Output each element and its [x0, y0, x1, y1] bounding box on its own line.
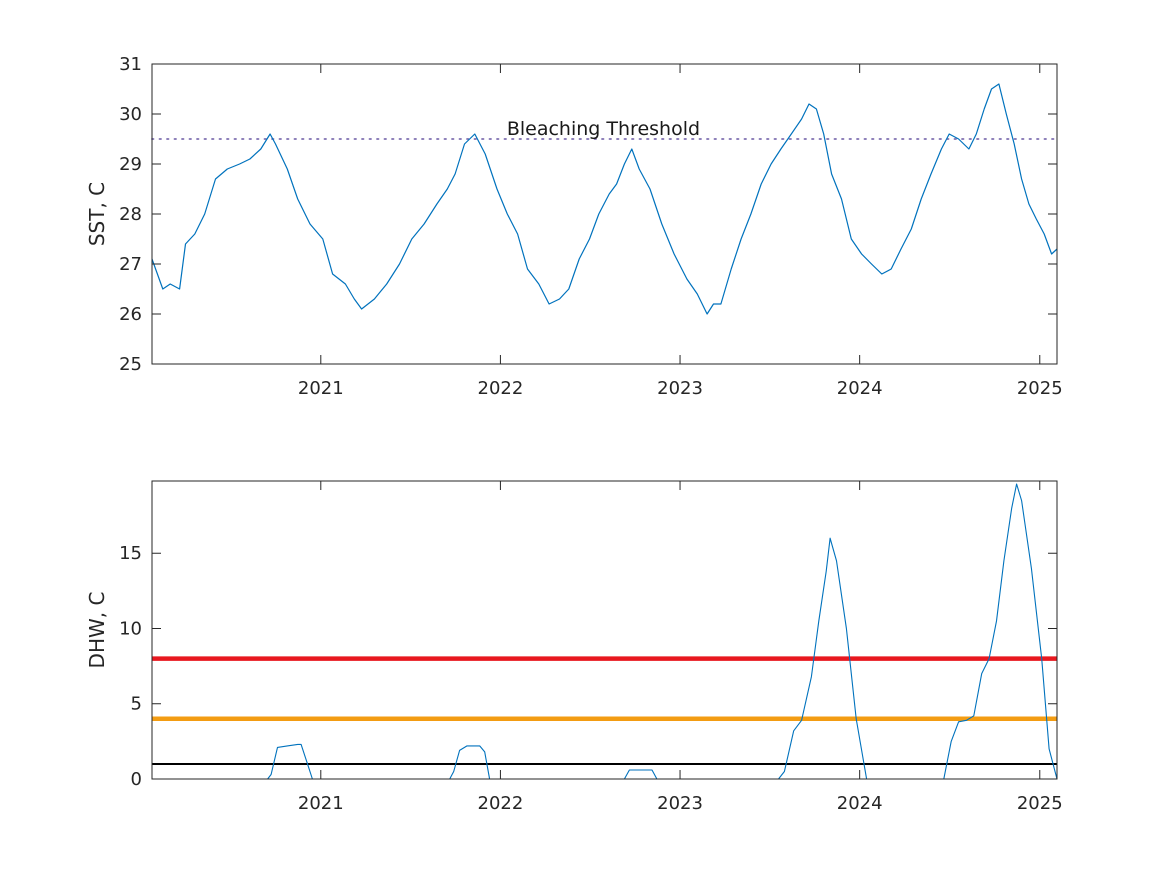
y-tick-label: 30	[119, 104, 142, 125]
x-tick-label: 2021	[298, 793, 344, 814]
y-tick-label: 5	[131, 694, 142, 715]
sst-ticks: 2021 2022 2023 2024 2025 25 26 27 28 29 30 31	[119, 54, 1063, 399]
dhw-panel: 2021 2022 2023 2024 2025 0 5 10 15 DHW, C	[85, 480, 1063, 814]
x-tick-label: 2023	[657, 378, 703, 399]
y-tick-label: 28	[119, 204, 142, 225]
y-tick-label: 29	[119, 154, 142, 175]
sst-y-axis-label: SST, C	[85, 182, 109, 246]
x-tick-label: 2024	[837, 793, 883, 814]
sst-panel: Bleaching Threshold 2021 2022 2023 2024 2025…	[85, 54, 1063, 399]
sst-axes-box	[151, 63, 1058, 365]
bleaching-threshold-label: Bleaching Threshold	[507, 118, 700, 140]
x-tick-label: 2022	[478, 793, 524, 814]
y-tick-label: 25	[119, 354, 142, 375]
dhw-ticks: 2021 2022 2023 2024 2025 0 5 10 15	[119, 481, 1063, 814]
y-tick-label: 10	[119, 618, 142, 639]
dhw-y-axis-label: DHW, C	[85, 592, 109, 669]
y-tick-label: 26	[119, 304, 142, 325]
dhw-alert-lines	[152, 656, 1057, 765]
y-tick-label: 27	[119, 254, 142, 275]
x-tick-label: 2021	[298, 378, 344, 399]
x-tick-label: 2023	[657, 793, 703, 814]
y-tick-label: 15	[119, 543, 142, 564]
dhw-axes-box	[151, 480, 1058, 780]
sst-series-line	[151, 83, 1058, 315]
x-tick-label: 2024	[837, 378, 883, 399]
x-tick-label: 2022	[478, 378, 524, 399]
dhw-series-line	[152, 483, 1058, 780]
x-tick-label: 2025	[1017, 378, 1063, 399]
y-tick-label: 31	[119, 54, 142, 75]
y-tick-label: 0	[131, 769, 142, 790]
x-tick-label: 2025	[1017, 793, 1063, 814]
